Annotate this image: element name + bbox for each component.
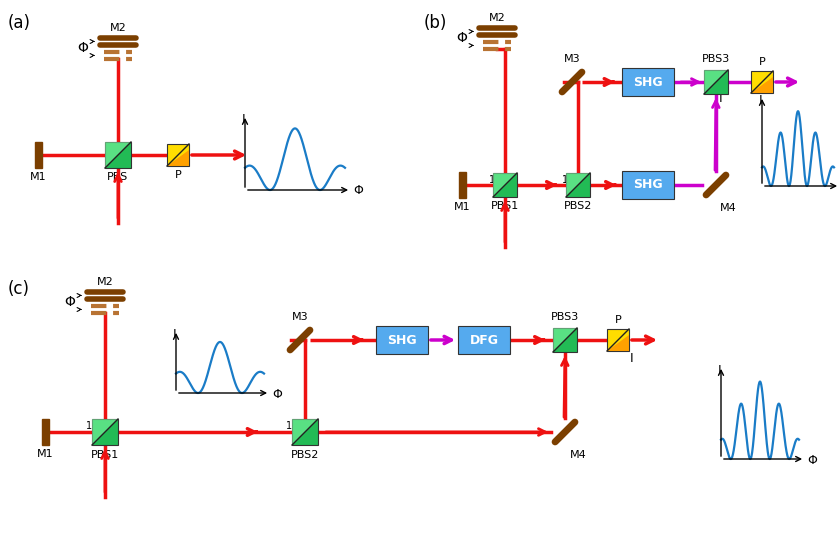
Bar	[622, 171, 674, 199]
Text: Φ: Φ	[272, 388, 282, 400]
Text: M4: M4	[570, 450, 587, 460]
Bar	[167, 144, 189, 166]
Polygon shape	[105, 142, 131, 168]
Text: M2: M2	[110, 23, 126, 33]
Text: M1: M1	[37, 449, 53, 459]
Bar	[704, 70, 728, 94]
Text: I: I	[718, 364, 722, 377]
Polygon shape	[607, 335, 629, 351]
Bar	[376, 326, 428, 354]
Polygon shape	[553, 328, 577, 352]
Text: 1: 1	[562, 175, 568, 185]
Polygon shape	[704, 70, 728, 94]
Text: P: P	[615, 315, 622, 325]
Text: PBS3: PBS3	[551, 312, 579, 322]
Bar	[553, 328, 577, 352]
Text: 2: 2	[582, 186, 588, 196]
Text: M1: M1	[29, 172, 46, 182]
Text: SHG: SHG	[633, 178, 663, 191]
Text: Φ: Φ	[807, 453, 816, 466]
Bar	[34, 142, 41, 168]
Text: PBS1: PBS1	[91, 450, 119, 460]
Polygon shape	[566, 173, 590, 197]
Bar	[41, 419, 49, 445]
Bar	[105, 142, 131, 168]
Text: 2: 2	[509, 186, 515, 196]
Text: Φ: Φ	[456, 31, 467, 45]
Bar	[566, 173, 590, 197]
Text: I: I	[242, 113, 246, 126]
Text: (b): (b)	[424, 14, 448, 32]
Text: SHG: SHG	[633, 75, 663, 88]
Text: 1: 1	[286, 421, 292, 431]
Bar	[92, 419, 118, 445]
Text: PBS3: PBS3	[702, 54, 730, 64]
Text: (a): (a)	[8, 14, 31, 32]
Text: DFG: DFG	[470, 334, 498, 347]
Text: M3: M3	[291, 312, 308, 322]
Text: M2: M2	[489, 13, 506, 23]
Polygon shape	[92, 419, 118, 445]
Text: 1: 1	[489, 175, 495, 185]
Text: M2: M2	[97, 277, 113, 287]
Bar	[493, 173, 517, 197]
Text: P: P	[175, 170, 181, 180]
Text: Φ: Φ	[77, 42, 88, 56]
Bar	[459, 172, 465, 198]
Bar	[622, 68, 674, 96]
Text: Φ: Φ	[353, 184, 363, 197]
Text: PBS1: PBS1	[491, 201, 519, 211]
Bar	[751, 71, 773, 93]
Polygon shape	[292, 419, 318, 445]
Polygon shape	[751, 77, 773, 93]
Text: P: P	[759, 57, 765, 67]
Text: M3: M3	[564, 54, 580, 64]
Text: M4: M4	[720, 203, 737, 213]
Text: I: I	[173, 328, 176, 341]
Polygon shape	[167, 149, 189, 166]
Text: Φ: Φ	[64, 295, 75, 309]
Text: I: I	[719, 92, 722, 105]
Text: PBS: PBS	[108, 172, 129, 182]
Polygon shape	[493, 173, 517, 197]
Text: 2: 2	[110, 434, 116, 444]
Text: M1: M1	[454, 202, 470, 212]
Bar	[607, 329, 629, 351]
Bar	[292, 419, 318, 445]
Text: 1: 1	[86, 421, 92, 431]
Text: PBS2: PBS2	[564, 201, 592, 211]
Text: 2: 2	[310, 434, 316, 444]
Text: I: I	[630, 352, 633, 365]
Text: I: I	[759, 94, 763, 107]
Text: PBS2: PBS2	[291, 450, 319, 460]
Text: (c): (c)	[8, 280, 30, 298]
Bar	[458, 326, 510, 354]
Text: SHG: SHG	[387, 334, 417, 347]
